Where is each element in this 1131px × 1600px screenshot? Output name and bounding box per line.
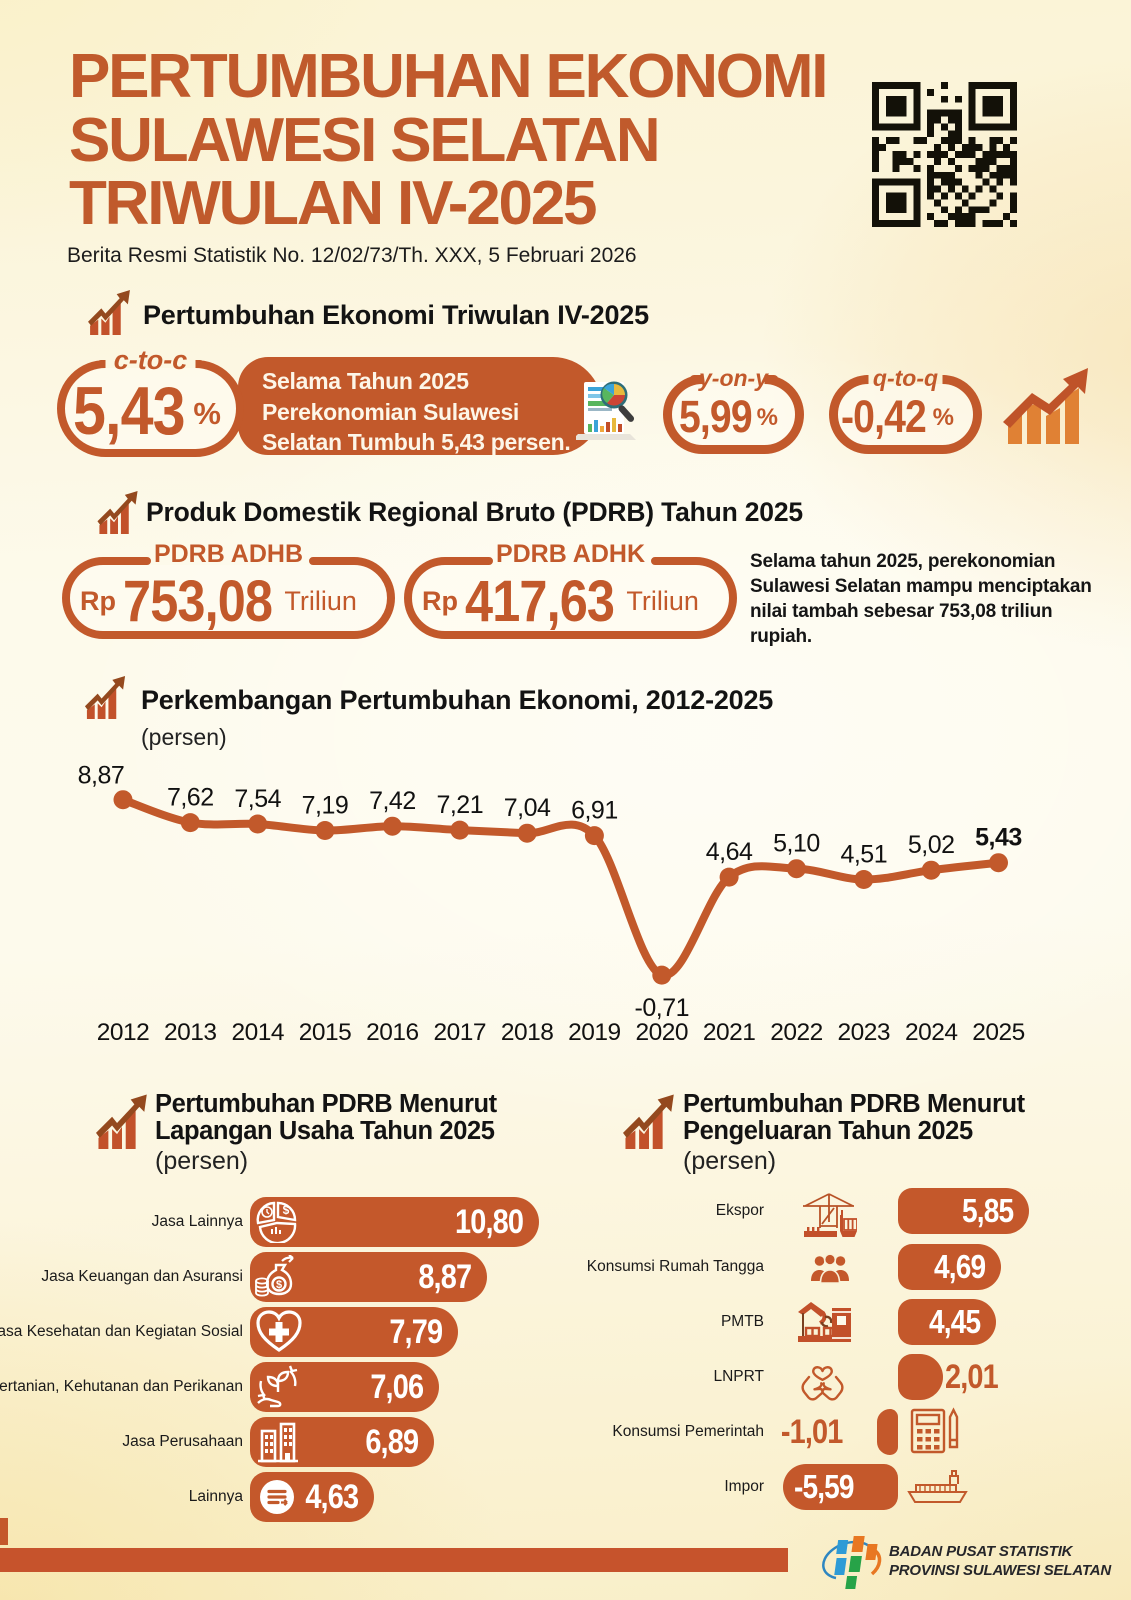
svg-text:2025: 2025 xyxy=(972,1019,1025,1046)
svg-text:2022: 2022 xyxy=(770,1019,823,1046)
svg-text:2016: 2016 xyxy=(366,1019,419,1046)
svg-text:2017: 2017 xyxy=(434,1019,487,1046)
svg-text:7,19: 7,19 xyxy=(302,792,349,820)
svg-text:$: $ xyxy=(276,1279,282,1291)
svg-text:2014: 2014 xyxy=(231,1019,284,1046)
svg-text:2021: 2021 xyxy=(703,1019,756,1046)
svg-text:$: $ xyxy=(283,1203,290,1217)
svg-text:2019: 2019 xyxy=(568,1019,621,1046)
svg-text:2024: 2024 xyxy=(905,1019,958,1046)
svg-text:2023: 2023 xyxy=(838,1019,891,1046)
svg-text:2012: 2012 xyxy=(97,1019,150,1046)
svg-text:4,64: 4,64 xyxy=(706,838,753,866)
svg-text:4,51: 4,51 xyxy=(840,841,887,869)
svg-text:5,02: 5,02 xyxy=(908,831,955,859)
svg-text:6,91: 6,91 xyxy=(571,797,618,825)
svg-text:2015: 2015 xyxy=(299,1019,352,1046)
svg-text:-0,71: -0,71 xyxy=(635,994,689,1022)
svg-text:2018: 2018 xyxy=(501,1019,554,1046)
svg-text:8,87: 8,87 xyxy=(78,762,125,790)
svg-text:5,10: 5,10 xyxy=(773,830,820,858)
svg-text:2020: 2020 xyxy=(636,1019,689,1046)
svg-text:7,42: 7,42 xyxy=(369,787,416,815)
svg-text:7,54: 7,54 xyxy=(234,785,281,813)
svg-text:7,62: 7,62 xyxy=(167,784,214,812)
svg-text:2013: 2013 xyxy=(164,1019,217,1046)
svg-text:7,21: 7,21 xyxy=(436,791,483,819)
svg-text:7,04: 7,04 xyxy=(504,794,551,822)
svg-text:5,43: 5,43 xyxy=(975,824,1022,852)
